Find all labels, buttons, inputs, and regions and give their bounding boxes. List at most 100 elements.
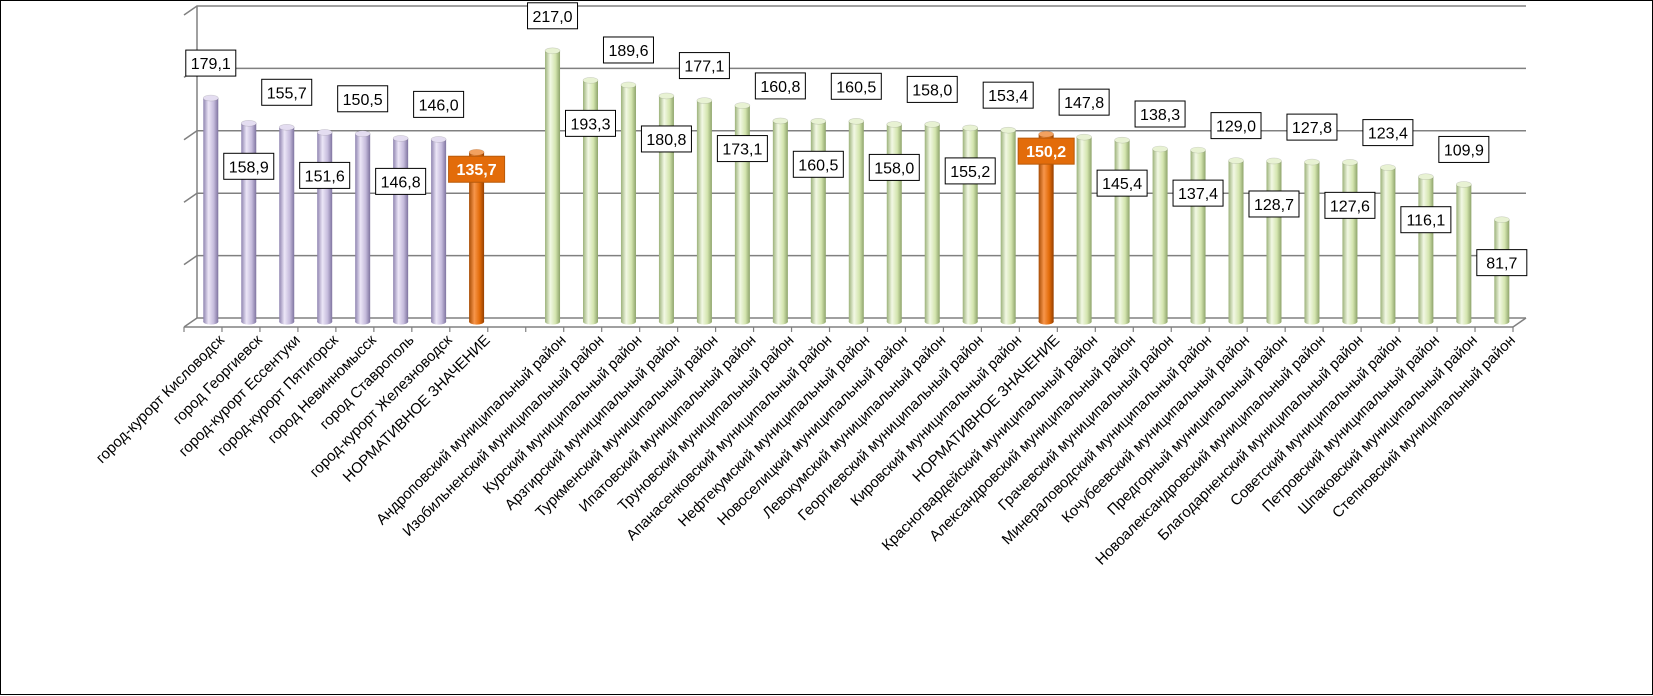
value-label-box — [261, 78, 313, 106]
value-label-box — [565, 109, 616, 137]
value-label: 138,3 — [1140, 107, 1180, 124]
bar — [392, 135, 409, 325]
value-label: 158,9 — [229, 159, 269, 176]
value-label: 189,6 — [608, 43, 648, 60]
value-label: 135,7 — [457, 162, 497, 179]
value-label: 155,2 — [950, 164, 990, 181]
value-labels: 179,1 158,9 155,7 151,6 150,5 146,8 146,0 135,7… — [185, 2, 1528, 277]
bar — [1456, 181, 1472, 325]
value-label: 128,7 — [1254, 197, 1294, 214]
value-label-box — [1058, 88, 1110, 116]
value-label-box — [792, 150, 844, 178]
value-label: 116,1 — [1406, 213, 1445, 230]
value-label: 129,0 — [1216, 119, 1256, 136]
value-label: 151,6 — [305, 168, 345, 185]
bar — [1114, 136, 1130, 325]
bar — [962, 124, 979, 325]
value-label-box — [754, 72, 806, 100]
bar — [202, 94, 219, 325]
value-label: 155,7 — [267, 85, 307, 102]
floor-edge — [1512, 317, 1527, 328]
value-label: 153,4 — [988, 88, 1028, 105]
bar — [430, 136, 447, 325]
bar — [1266, 157, 1282, 325]
value-label-box — [1017, 137, 1075, 165]
value-label-box — [678, 52, 730, 80]
bar — [1152, 145, 1168, 325]
value-label-box — [944, 157, 996, 185]
value-label: 150,5 — [343, 92, 383, 109]
value-label: 160,8 — [760, 79, 800, 96]
bar — [1000, 126, 1016, 325]
bar — [886, 121, 903, 325]
bar — [582, 77, 599, 325]
value-label-box — [299, 161, 351, 189]
value-label-box — [448, 155, 506, 183]
value-label-box — [337, 85, 389, 113]
value-label: 217,0 — [533, 9, 573, 26]
value-label: 147,8 — [1064, 95, 1104, 112]
value-label: 81,7 — [1486, 256, 1517, 273]
value-label-box — [716, 135, 768, 163]
bar — [620, 81, 637, 325]
value-label-box — [1134, 100, 1186, 128]
bar — [1304, 158, 1320, 325]
value-label-box — [1400, 206, 1452, 234]
value-label: 150,2 — [1026, 144, 1066, 161]
bar — [240, 119, 257, 325]
value-label: 137,4 — [1178, 186, 1218, 203]
value-label-box — [1438, 135, 1490, 163]
value-label: 179,1 — [191, 56, 231, 73]
value-label: 158,0 — [912, 82, 952, 99]
value-label-box — [906, 75, 958, 103]
bar — [1380, 164, 1396, 325]
value-label-box — [527, 2, 579, 30]
bar — [544, 47, 561, 325]
value-label: 127,8 — [1292, 120, 1332, 137]
value-label-box — [982, 81, 1034, 109]
value-label: 127,6 — [1330, 198, 1370, 215]
value-label-box — [413, 90, 465, 118]
value-label: 193,3 — [570, 116, 610, 133]
bar — [316, 129, 333, 325]
bar — [1418, 173, 1434, 325]
value-label-box — [223, 152, 275, 180]
value-label-box — [830, 72, 882, 100]
value-label: 160,5 — [836, 79, 876, 96]
value-label-box — [1096, 169, 1148, 197]
value-label: 123,4 — [1368, 126, 1408, 143]
value-label: 177,1 — [684, 59, 724, 76]
value-label: 180,8 — [646, 132, 686, 149]
bar — [924, 121, 941, 325]
value-label-box — [602, 36, 654, 64]
bar — [696, 97, 713, 325]
bar — [772, 117, 789, 325]
bar — [354, 130, 371, 325]
value-label-box — [868, 153, 920, 181]
bar — [1228, 157, 1244, 325]
gridline — [183, 5, 1526, 16]
value-label-box — [185, 49, 237, 77]
value-label-box — [375, 167, 427, 195]
bar — [1342, 159, 1358, 325]
value-label-box — [1362, 119, 1414, 147]
bar — [468, 148, 485, 325]
bar — [848, 117, 865, 325]
bar — [278, 123, 295, 325]
value-label-box — [1476, 249, 1528, 277]
value-label-box — [1324, 191, 1376, 219]
value-label: 173,1 — [722, 142, 762, 159]
value-label-box — [640, 125, 692, 153]
value-label: 109,9 — [1444, 142, 1484, 159]
value-label: 146,8 — [381, 174, 421, 191]
value-label: 158,0 — [874, 160, 914, 177]
value-label: 146,0 — [419, 97, 459, 114]
bar — [810, 117, 827, 325]
value-label-box — [1248, 190, 1300, 218]
value-label-box — [1172, 179, 1224, 207]
value-label: 145,4 — [1102, 176, 1142, 193]
value-label-box — [1210, 112, 1262, 140]
bar — [1076, 133, 1092, 325]
